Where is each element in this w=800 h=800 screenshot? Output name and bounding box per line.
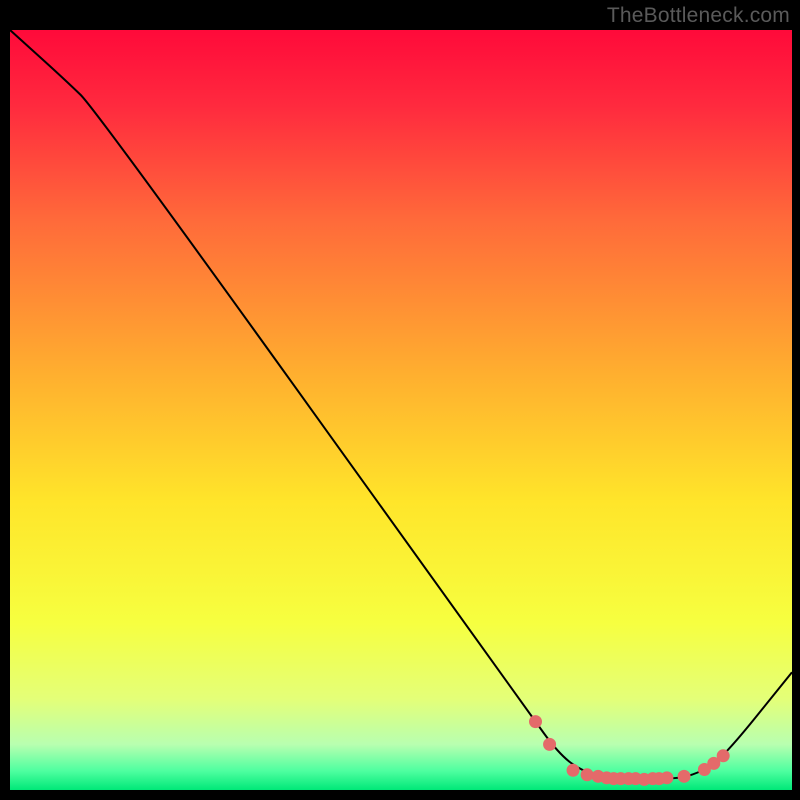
curve-marker — [678, 770, 690, 782]
bottleneck-chart — [0, 0, 800, 800]
curve-marker — [567, 764, 579, 776]
curve-marker — [661, 772, 673, 784]
curve-marker — [581, 769, 593, 781]
chart-stage: TheBottleneck.com — [0, 0, 800, 800]
curve-marker — [544, 738, 556, 750]
curve-marker — [530, 716, 542, 728]
plot-background — [10, 30, 792, 790]
curve-marker — [717, 750, 729, 762]
